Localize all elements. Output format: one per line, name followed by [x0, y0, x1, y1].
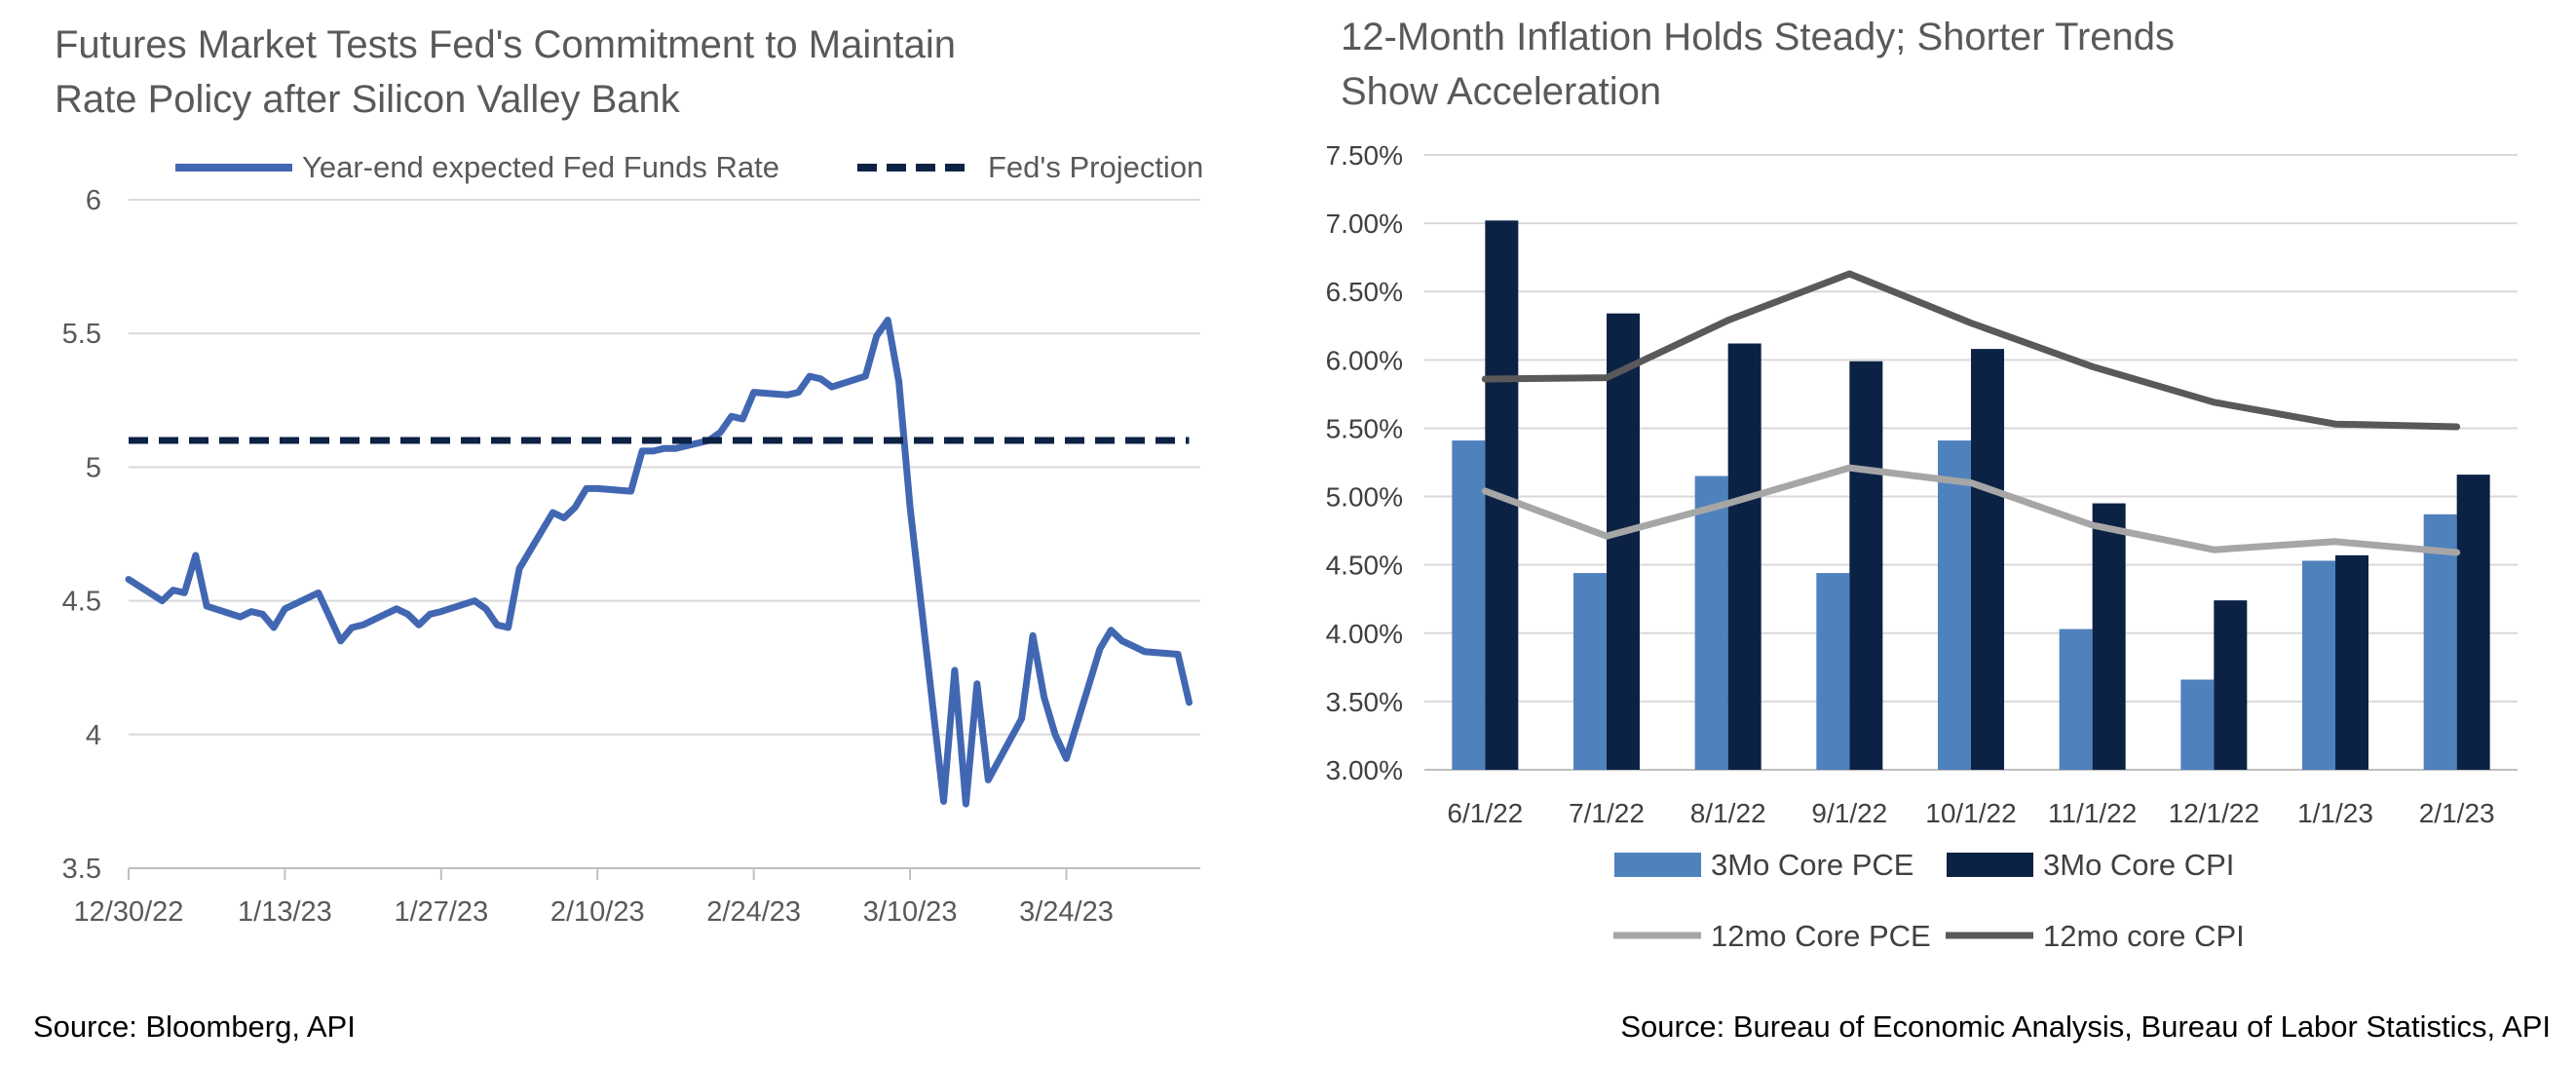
y-tick-label: 7.00%: [1326, 209, 1403, 239]
x-tick-label: 1/1/23: [2297, 798, 2373, 828]
bar-3mo-core-pce: [2180, 679, 2215, 770]
left-chart-title: Futures Market Tests Fed's Commitment to…: [55, 18, 1224, 127]
right-chart-title-line2: Show Acceleration: [1341, 70, 1662, 113]
y-tick-label: 6: [86, 185, 101, 216]
series-line-12mo-core-pce: [1481, 464, 2461, 556]
bar-3mo-core-cpi: [2092, 503, 2126, 770]
y-tick-label: 4.00%: [1326, 619, 1403, 649]
right-source-note: Source: Bureau of Economic Analysis, Bur…: [1620, 1009, 2551, 1044]
x-tick-label: 3/24/23: [1019, 896, 1114, 928]
legend-label-fed-s-projection: Fed's Projection: [988, 150, 1203, 184]
y-tick-label: 4.50%: [1326, 551, 1403, 581]
bar-3mo-core-pce: [2059, 628, 2093, 770]
x-tick-label: 6/1/22: [1447, 798, 1523, 828]
bar-3mo-core-cpi: [1727, 343, 1762, 770]
x-tick-label: 1/13/23: [238, 896, 332, 928]
y-tick-label: 3.5: [62, 854, 101, 885]
y-tick-label: 7.50%: [1326, 140, 1403, 171]
y-tick-label: 3.00%: [1326, 755, 1403, 785]
bar-3mo-core-pce: [1452, 440, 1486, 770]
y-tick-label: 3.50%: [1326, 687, 1403, 717]
bar-3mo-core-cpi: [1971, 349, 2004, 770]
legend-swatch-3mo-core-cpi: [1947, 853, 2033, 877]
bar-3mo-core-cpi: [2335, 554, 2368, 770]
left-chart-title-line2: Rate Policy after Silicon Valley Bank: [55, 78, 680, 121]
x-tick-label: 2/1/23: [2419, 798, 2495, 828]
legend-label-3mo-core-cpi: 3Mo Core CPI: [2043, 848, 2234, 882]
x-tick-label: 10/1/22: [1925, 798, 2016, 828]
bar-3mo-core-pce: [1938, 440, 1971, 770]
bar-3mo-core-pce: [1573, 573, 1607, 770]
x-tick-label: 9/1/22: [1811, 798, 1887, 828]
x-tick-label: 8/1/22: [1690, 798, 1766, 828]
fed-funds-line-chart: 6 5.5 5 4.5 4 3.5 12/30/22 1/13/23 1/27/23 2/10/2…: [62, 150, 1204, 928]
left-source-note: Source: Bloomberg, API: [33, 1009, 356, 1044]
y-tick-label: 6.50%: [1326, 277, 1403, 307]
legend-label-3mo-core-pce: 3Mo Core PCE: [1711, 848, 1913, 882]
y-tick-label: 4.5: [62, 587, 101, 618]
y-tick-label: 5.00%: [1326, 482, 1403, 513]
legend-label-year-end-expected-fed-funds-rate: Year-end expected Fed Funds Rate: [302, 150, 779, 184]
x-tick-label: 12/1/22: [2169, 798, 2259, 828]
series-line-year-end-expected-fed-funds-rate: [125, 317, 1193, 808]
bar-3mo-core-cpi: [1849, 361, 1883, 770]
y-tick-label: 5.50%: [1326, 413, 1403, 443]
legend-swatch-3mo-core-pce: [1614, 853, 1701, 877]
y-tick-label: 5: [86, 452, 101, 483]
x-tick-label: 3/10/23: [863, 896, 958, 928]
y-tick-label: 4: [86, 720, 101, 751]
right-chart-title-line1: 12-Month Inflation Holds Steady; Shorter…: [1341, 16, 2176, 58]
x-tick-label: 1/27/23: [394, 896, 488, 928]
bar-3mo-core-cpi: [1607, 313, 1640, 770]
x-tick-label: 7/1/22: [1569, 798, 1645, 828]
y-tick-label: 5.5: [62, 319, 101, 350]
bar-3mo-core-pce: [1694, 476, 1728, 770]
y-tick-label: 6.00%: [1326, 345, 1403, 375]
x-tick-label: 11/1/22: [2048, 798, 2137, 828]
right-chart-title: 12-Month Inflation Holds Steady; Shorter…: [1341, 10, 2510, 119]
bar-3mo-core-pce: [1816, 573, 1850, 770]
bar-3mo-core-pce: [2302, 560, 2335, 770]
series-line-12mo-core-cpi: [1481, 270, 2461, 431]
legend-label-12mo-core-cpi: 12mo core CPI: [2043, 919, 2245, 953]
inflation-bar-chart: 7.50% 7.00% 6.50% 6.00% 5.50% 5.00% 4.50% 4.00%…: [1326, 140, 2518, 953]
legend-label-12mo-core-pce: 12mo Core PCE: [1711, 919, 1931, 953]
x-tick-label: 2/24/23: [706, 896, 801, 928]
bar-3mo-core-cpi: [2214, 600, 2248, 770]
x-tick-label: 12/30/22: [74, 896, 184, 928]
left-chart-title-line1: Futures Market Tests Fed's Commitment to…: [55, 23, 956, 66]
bar-3mo-core-pce: [2423, 514, 2457, 770]
bar-3mo-core-cpi: [2456, 475, 2490, 770]
x-tick-label: 2/10/23: [550, 896, 645, 928]
